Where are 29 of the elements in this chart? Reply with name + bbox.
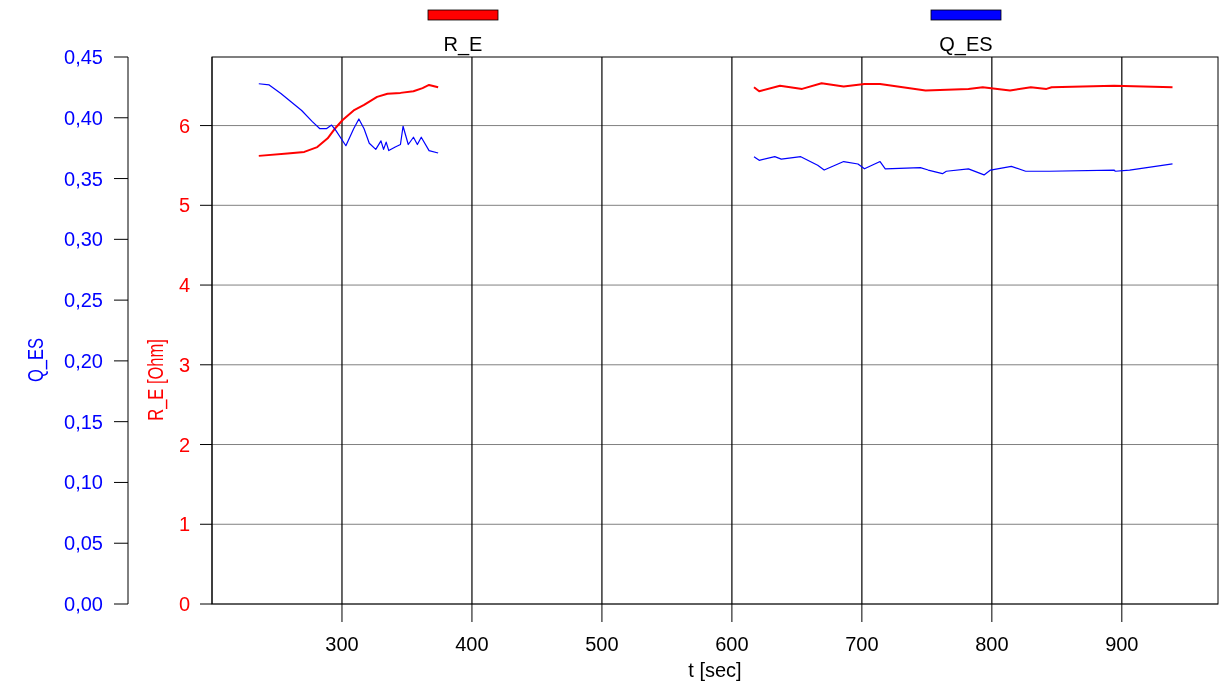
y-tick-label: 3 <box>178 353 190 376</box>
y2-tick-label: 0,00 <box>64 593 103 615</box>
y-tick-label: 2 <box>178 433 190 456</box>
y2-tick-label: 0,15 <box>64 410 103 433</box>
y2-tick-label: 0,40 <box>64 106 103 129</box>
y2-tick-label: 0,20 <box>64 349 103 372</box>
y2-tick-label: 0,45 <box>64 46 103 68</box>
x-axis-title: t [sec] <box>688 659 742 681</box>
x-tick-label: 800 <box>975 633 1009 655</box>
y2-tick-label: 0,05 <box>64 532 103 555</box>
y-axis-title: R_E [Ohm] <box>142 339 169 421</box>
legend-label: R_E <box>443 33 483 56</box>
x-tick-label: 700 <box>845 633 879 655</box>
y2-tick-label: 0,35 <box>64 167 103 190</box>
y-tick-label: 0 <box>178 593 190 615</box>
y2-tick-label: 0,10 <box>64 471 103 494</box>
x-tick-label: 500 <box>585 633 619 655</box>
x-tick-label: 900 <box>1105 633 1139 655</box>
y2-tick-label: 0,30 <box>64 228 103 251</box>
y2-axis-title: Q_ES <box>22 337 49 382</box>
x-tick-label: 600 <box>715 633 749 655</box>
y-tick-label: 4 <box>178 274 190 297</box>
x-tick-label: 300 <box>325 633 359 655</box>
legend-label: Q_ES <box>939 33 993 56</box>
x-tick-label: 400 <box>455 633 489 655</box>
y-tick-label: 6 <box>178 114 190 137</box>
y2-tick-label: 0,25 <box>64 289 103 312</box>
y-tick-label: 1 <box>178 513 190 536</box>
y-tick-label: 5 <box>178 194 190 217</box>
